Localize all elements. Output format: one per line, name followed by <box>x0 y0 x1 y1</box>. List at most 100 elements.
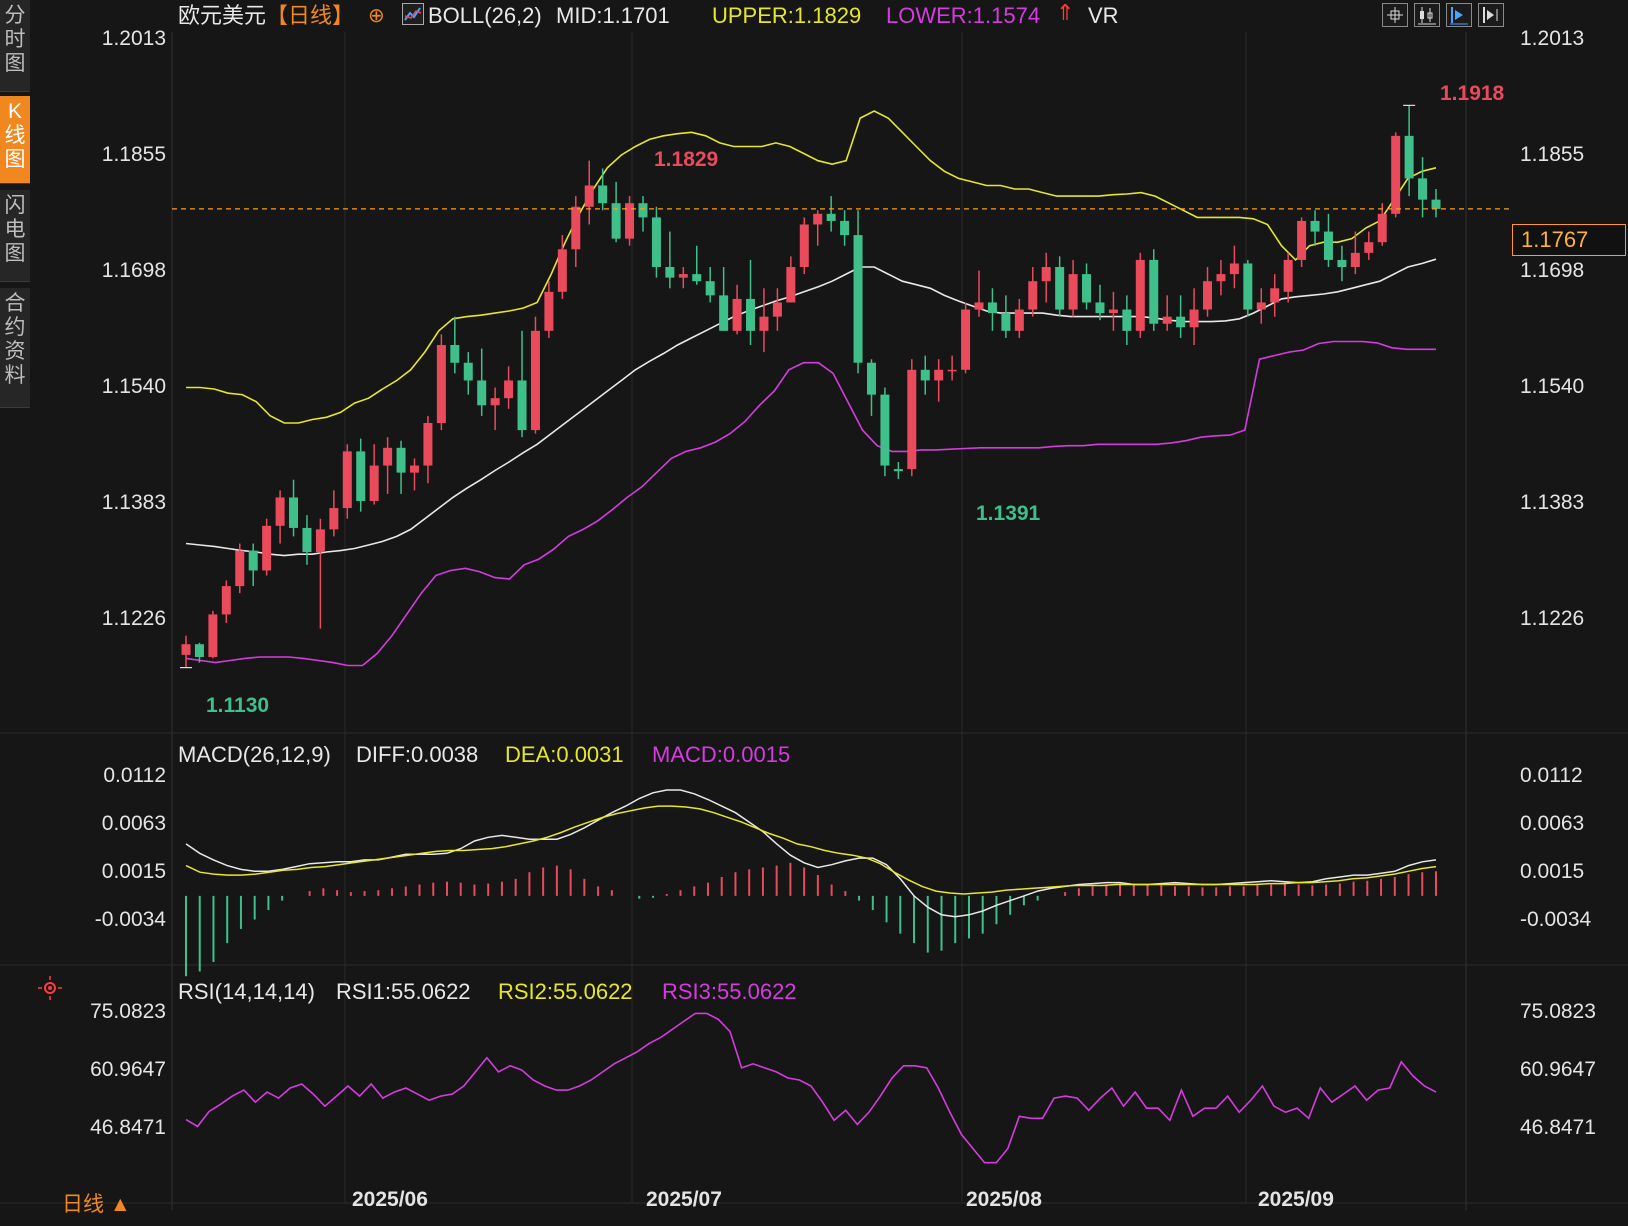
macd-dea: DEA:0.0031 <box>505 742 624 767</box>
candle-body <box>1176 316 1186 328</box>
candle-body <box>719 295 729 331</box>
price-label-left: 1.1540 <box>101 375 166 398</box>
candle-body <box>409 465 419 473</box>
rsi-line <box>185 1012 1437 1164</box>
macd-axis-right: 0.0112 <box>1520 764 1583 787</box>
price-label-left: 1.1383 <box>101 491 166 514</box>
high-label-july: 1.1829 <box>654 148 719 171</box>
macd-axis-left: 0.0112 <box>103 764 166 787</box>
candle-body <box>961 309 971 370</box>
candle-body <box>799 224 809 268</box>
boll-upper-line <box>186 110 1437 424</box>
rsi-axis-left: 46.8471 <box>90 1116 166 1139</box>
high-label-main: 1.1918 <box>1440 82 1505 105</box>
kline-type-icon[interactable] <box>1414 3 1440 27</box>
candle-body <box>1041 267 1051 282</box>
candle-body <box>1377 213 1387 243</box>
price-label-right: 1.2013 <box>1520 27 1585 50</box>
candle-body <box>840 220 850 236</box>
candles <box>180 104 1441 669</box>
price-label-left: 1.1226 <box>101 607 166 630</box>
boll-lower-line <box>185 340 1436 667</box>
candle-body <box>504 380 514 399</box>
candle-body <box>315 529 325 553</box>
candle-body <box>853 235 863 363</box>
candle-body <box>1068 274 1078 310</box>
candle-body <box>1203 281 1213 310</box>
candle-body <box>1216 274 1226 282</box>
rsi-axis-left: 60.9647 <box>90 1058 166 1081</box>
candle-body <box>1082 274 1092 303</box>
settings-dot-icon[interactable] <box>38 976 62 1000</box>
candle-body <box>665 267 675 278</box>
macd-panel <box>185 789 1437 977</box>
candle-body <box>866 362 876 395</box>
vr-indicator[interactable]: VR <box>1088 3 1119 28</box>
candle-body <box>826 213 836 221</box>
date-label: 2025/07 <box>646 1188 722 1211</box>
candle-body <box>369 465 379 501</box>
candle-body <box>705 281 715 296</box>
candle-body <box>557 249 567 292</box>
up-arrow-icon[interactable]: ⇑ <box>1056 0 1075 25</box>
candle-body <box>1028 281 1038 310</box>
candle-body <box>1323 231 1333 260</box>
crosshair-icon[interactable] <box>1382 3 1408 27</box>
indicator-config-icon[interactable] <box>1478 3 1504 27</box>
candle-body <box>1055 267 1065 310</box>
tab-time-share[interactable]: 分时图 <box>0 0 30 92</box>
candle-body <box>813 213 823 225</box>
tab-kline[interactable]: K线图 <box>0 96 30 184</box>
candle-body <box>1310 220 1320 232</box>
side-tab-bar: 分时图 K线图 闪电图 合约资料 <box>0 0 30 1226</box>
candle-body <box>584 185 594 207</box>
date-label: 2025/06 <box>352 1188 428 1211</box>
candle-body <box>598 185 608 204</box>
candle-body <box>1297 220 1307 260</box>
boll-label: BOLL(26,2) <box>428 3 542 28</box>
macd-axis-left: -0.0034 <box>94 908 166 931</box>
candle-body <box>1001 313 1011 331</box>
candle-body <box>436 345 446 423</box>
candle-body <box>1256 302 1266 310</box>
candle-body <box>1189 309 1199 328</box>
rsi1-value: RSI1:55.0622 <box>336 979 471 1004</box>
candle-body <box>974 302 984 310</box>
candle-body <box>289 497 299 528</box>
macd-diff: DIFF:0.0038 <box>356 742 479 767</box>
macd-value: MACD:0.0015 <box>652 742 791 767</box>
draw-line-icon[interactable] <box>1446 3 1472 27</box>
add-indicator-icon[interactable]: ⊕ <box>368 5 385 27</box>
tab-lightning[interactable]: 闪电图 <box>0 190 30 282</box>
candle-body <box>208 614 218 657</box>
candle-body <box>396 447 406 473</box>
macd-axis-right: 0.0015 <box>1520 860 1585 883</box>
low-label-start: 1.1130 <box>206 694 270 717</box>
candle-body <box>544 291 554 331</box>
candle-body <box>275 497 285 526</box>
rsi3-value: RSI3:55.0622 <box>662 979 797 1004</box>
period-switch-button[interactable]: 日线 ▲ <box>62 1193 131 1216</box>
macd-dea-line <box>185 805 1437 895</box>
tab-contract-info[interactable]: 合约资料 <box>0 288 30 408</box>
candle-body <box>1391 135 1401 214</box>
candle-body <box>383 447 393 466</box>
candle-body <box>262 525 272 571</box>
candle-body <box>1283 259 1293 292</box>
boll-upper: UPPER:1.1829 <box>712 3 862 28</box>
current-price-tag: 1.1767 <box>1512 224 1626 256</box>
candle-body <box>356 451 366 501</box>
candle-body <box>342 451 352 509</box>
price-label-right: 1.1698 <box>1520 259 1585 282</box>
candle-body <box>1149 259 1159 324</box>
candle-body <box>329 508 339 530</box>
candle-body <box>1270 288 1280 303</box>
price-label-right: 1.1383 <box>1520 491 1585 514</box>
indicator-chart-icon[interactable] <box>402 3 424 25</box>
boll-mid-line <box>185 258 1437 557</box>
candle-body <box>450 345 460 363</box>
candle-body <box>692 274 702 282</box>
candle-body <box>893 469 903 472</box>
macd-axis-left: 0.0015 <box>101 860 166 883</box>
